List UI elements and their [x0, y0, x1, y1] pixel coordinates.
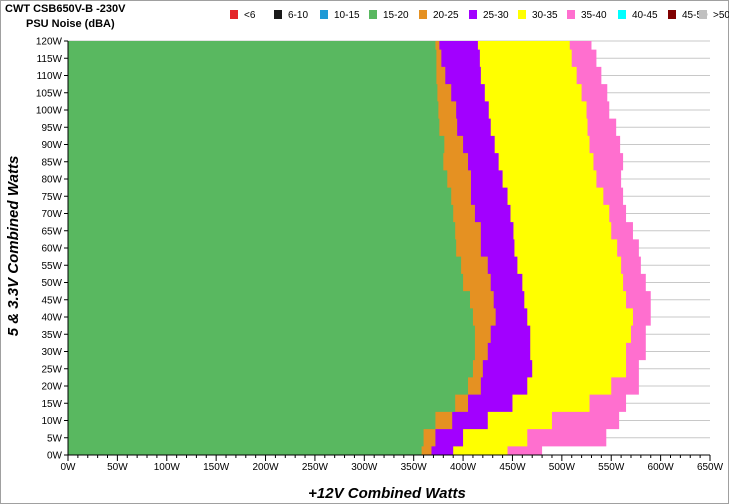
legend-label: 35-40	[581, 10, 607, 21]
legend-item: 45-50	[668, 10, 708, 21]
x-tick-label: 400W	[450, 462, 477, 473]
legend-item: 20-25	[419, 10, 459, 21]
legend-item: 30-35	[518, 10, 558, 21]
legend-label: 25-30	[483, 10, 509, 21]
legend-item: <6	[230, 10, 256, 21]
legend-swatch	[274, 10, 282, 19]
y-tick-label: 55W	[41, 261, 62, 272]
chart-title: CWT CSB650V-B -230V	[5, 3, 126, 15]
legend-swatch	[469, 10, 477, 19]
y-tick-label: 30W	[41, 347, 62, 358]
y-tick-label: 65W	[41, 226, 62, 237]
y-axis-label: 5 & 3.3V Combined Watts	[5, 156, 22, 337]
legend-label: 15-20	[383, 10, 409, 21]
y-tick-label: 20W	[41, 382, 62, 393]
legend-item: 6-10	[274, 10, 308, 21]
y-tick-label: 0W	[47, 451, 63, 462]
legend-label: 20-25	[433, 10, 459, 21]
y-tick-label: 60W	[41, 244, 62, 255]
legend-label: 45-50	[682, 10, 708, 21]
legend-swatch	[419, 10, 427, 19]
legend-swatch	[668, 10, 676, 19]
x-tick-label: 300W	[351, 462, 378, 473]
y-tick-label: 105W	[36, 88, 63, 99]
x-tick-label: 50W	[107, 462, 128, 473]
legend-swatch	[320, 10, 328, 19]
x-tick-label: 350W	[401, 462, 428, 473]
x-tick-label: 450W	[499, 462, 526, 473]
y-tick-label: 85W	[41, 157, 62, 168]
band-15-20	[68, 41, 475, 455]
legend-item: 25-30	[469, 10, 509, 21]
legend-item: >50	[699, 10, 729, 21]
y-tick-label: 95W	[41, 123, 62, 134]
y-tick-label: 110W	[37, 71, 63, 82]
legend-swatch	[518, 10, 526, 19]
x-tick-label: 650W	[697, 462, 724, 473]
x-axis-label: +12V Combined Watts	[308, 485, 466, 502]
legend-label: >50	[713, 10, 729, 21]
legend-item: 40-45	[618, 10, 658, 21]
y-tick-label: 120W	[36, 37, 63, 48]
y-tick-label: 40W	[41, 313, 62, 324]
legend-swatch	[699, 10, 707, 19]
y-tick-label: 45W	[41, 295, 62, 306]
legend-swatch	[618, 10, 626, 19]
y-tick-label: 50W	[41, 278, 62, 289]
legend-label: 40-45	[632, 10, 658, 21]
x-tick-label: 100W	[154, 462, 181, 473]
legend-swatch	[567, 10, 575, 19]
legend-label: <6	[244, 10, 256, 21]
x-tick-label: 600W	[648, 462, 675, 473]
legend-item: 10-15	[320, 10, 360, 21]
legend: <6 6-10 10-15 15-20 20-25 25-30 30-35 35-40 40-4…	[230, 10, 729, 21]
x-tick-label: 500W	[549, 462, 576, 473]
x-tick-label: 250W	[302, 462, 329, 473]
legend-swatch	[230, 10, 238, 19]
y-tick-label: 115W	[37, 54, 63, 65]
legend-swatch	[369, 10, 377, 19]
y-tick-label: 70W	[41, 209, 62, 220]
legend-label: 30-35	[532, 10, 558, 21]
y-tick-label: 90W	[41, 140, 62, 151]
y-tick-label: 100W	[36, 106, 63, 117]
x-tick-label: 150W	[203, 462, 230, 473]
y-tick-label: 5W	[47, 433, 63, 444]
x-tick-label: 0W	[61, 462, 77, 473]
y-tick-label: 10W	[41, 416, 62, 427]
y-tick-label: 15W	[41, 399, 62, 410]
legend-item: 15-20	[369, 10, 409, 21]
y-tick-label: 35W	[41, 330, 62, 341]
y-tick-label: 80W	[41, 175, 62, 186]
x-axis: 0W 50W 100W 150W 200W 250W 300W 350W 400W 450W 500…	[61, 455, 724, 473]
legend-label: 10-15	[334, 10, 360, 21]
x-tick-label: 550W	[598, 462, 625, 473]
x-tick-label: 200W	[252, 462, 279, 473]
legend-label: 6-10	[288, 10, 308, 21]
y-tick-label: 25W	[41, 364, 62, 375]
y-tick-label: 75W	[41, 192, 62, 203]
y-axis: 0W 5W 10W 15W 20W 25W 30W 35W 40W 45W 50W 55W 60W 65W…	[36, 37, 68, 462]
plot-area	[67, 40, 710, 456]
chart-subtitle: PSU Noise (dBA)	[26, 18, 115, 30]
legend-item: 35-40	[567, 10, 607, 21]
